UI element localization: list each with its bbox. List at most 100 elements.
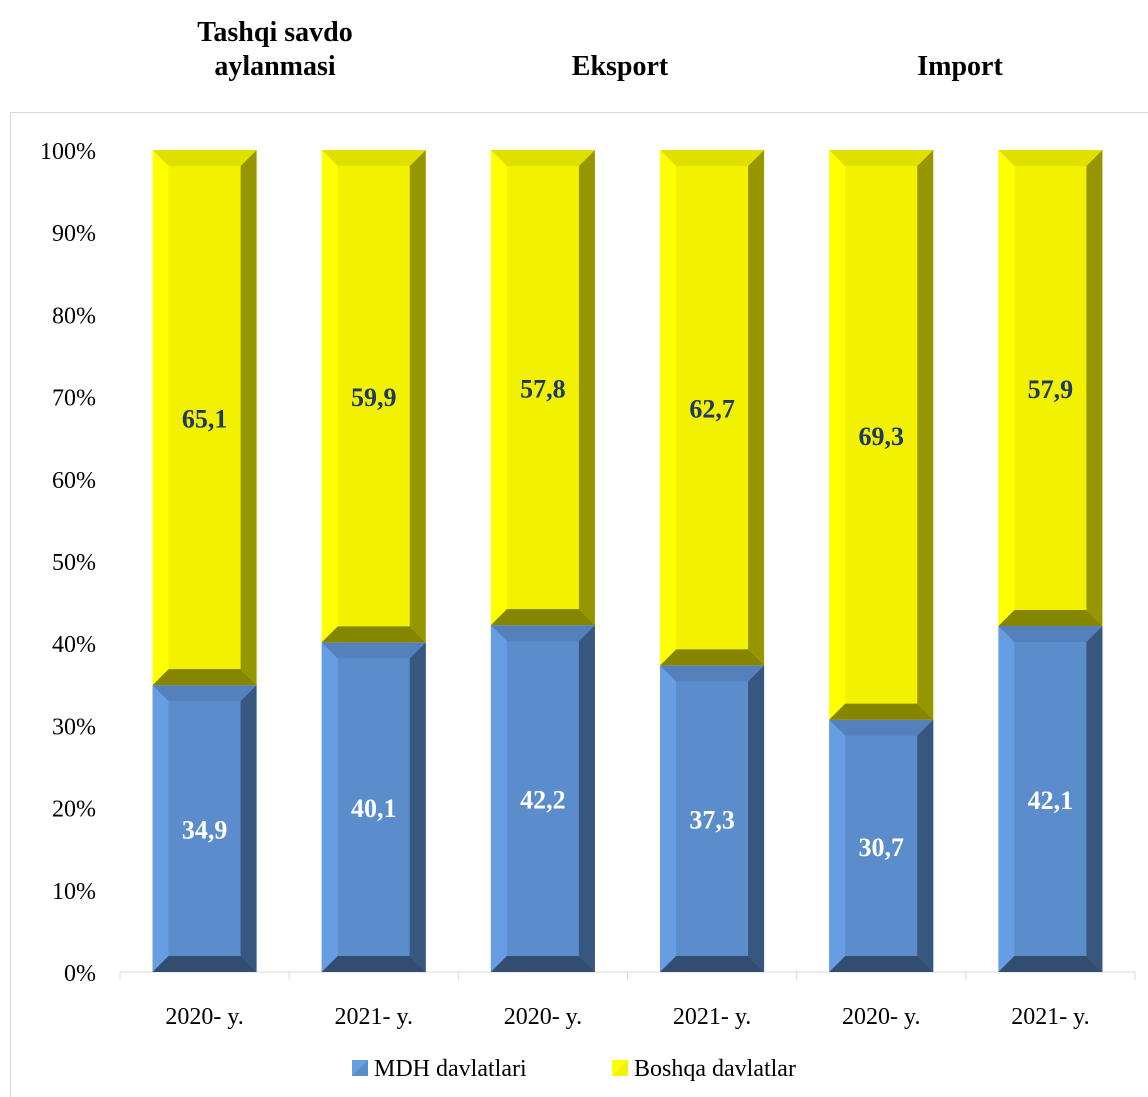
bar-segment-boshqa [660,150,765,666]
bar-face [829,150,934,720]
y-tick-label: 40% [52,632,96,658]
bar-bevel-bottom [321,956,426,972]
bar-face [321,642,426,972]
bar-bevel-left [660,665,677,972]
group-title-export: Eksport [571,51,669,82]
bars-layer [152,150,1103,972]
bar-bevel-left [490,150,507,626]
bar-bevel-bottom [829,956,934,972]
data-label: 57,8 [520,375,566,404]
data-label: 30,7 [859,833,905,862]
data-label: 57,9 [1028,375,1074,404]
y-tick-label: 30% [52,714,96,740]
bar-face [490,625,595,972]
bar-bevel-top [152,150,257,166]
legend-swatch-shade [612,1060,628,1076]
bar-segment-boshqa [321,150,426,643]
legend-label: Boshqa davlatlar [634,1056,796,1082]
bar-bevel-right [409,642,426,972]
bar-bevel-bottom [660,649,765,666]
bar-bevel-left [321,642,338,972]
data-label: 34,9 [182,816,228,845]
bar-face [321,150,426,643]
bar-bevel-top [490,625,595,642]
bar-bevel-bottom [490,609,595,626]
bar-bevel-top [829,150,934,166]
bar-bevel-left [829,719,846,972]
bar-bevel-left [829,150,846,720]
bar-bevel-right [748,665,765,972]
bar-bevel-right [409,150,426,643]
bar-segment-mdh [152,685,257,972]
bar-segment-mdh [660,665,765,972]
bar-bevel-left [152,685,169,972]
x-tick-label: 2020- y. [504,1004,582,1030]
bar-bevel-top [829,719,934,736]
bar-face [152,150,257,686]
y-tick-label: 20% [52,797,96,823]
y-tick-label: 100% [40,139,96,165]
bar-face [152,685,257,972]
legend-label: MDH davlatlari [374,1056,527,1082]
y-tick-label: 60% [52,468,96,494]
data-label: 62,7 [689,395,735,424]
bar-segment-boshqa [152,150,257,686]
data-label: 65,1 [182,405,228,434]
x-tick-label: 2020- y. [842,1004,920,1030]
bar-bevel-bottom [998,609,1103,626]
bar-bevel-right [1086,150,1103,626]
bar-segment-mdh [998,625,1103,972]
data-label: 37,3 [689,806,735,835]
bar-bevel-bottom [152,956,257,972]
bar-segment-boshqa [490,150,595,626]
y-tick-label: 70% [52,386,96,412]
bar-bevel-bottom [829,703,934,720]
bar-segment-mdh [829,719,934,972]
bar-bevel-bottom [321,626,426,643]
data-label: 40,1 [351,794,397,823]
bar-bevel-top [998,625,1103,642]
bar-bevel-top [998,150,1103,166]
bar-face [660,665,765,972]
bar-bevel-right [240,685,257,972]
bar-bevel-right [917,150,934,720]
x-tick-label: 2020- y. [165,1004,243,1030]
bar-segment-boshqa [998,150,1103,626]
data-label: 42,1 [1028,786,1074,815]
bar-segment-mdh [490,625,595,972]
bar-bevel-right [917,719,934,972]
bar-bevel-right [240,150,257,686]
bar-bevel-left [152,150,169,686]
x-tick-label: 2021- y. [673,1004,751,1030]
legend: MDH davlatlari Boshqa davlatlar [352,1056,796,1082]
bar-bevel-bottom [490,956,595,972]
bar-bevel-left [490,625,507,972]
x-tick-label: 2021- y. [1011,1004,1089,1030]
bar-bevel-bottom [998,956,1103,972]
bar-bevel-bottom [660,956,765,972]
bar-bevel-right [578,150,595,626]
data-label: 42,2 [520,786,566,815]
axis-layer: 0% 10% 20% 30% 40% 50% 60% 70% 80% 90% 100% 2020- y… [40,139,1136,1030]
bar-segment-mdh [321,642,426,972]
bar-face [490,150,595,626]
group-title-import: Import [917,51,1003,82]
bar-face [660,150,765,666]
bar-face [998,150,1103,626]
bar-bevel-left [998,625,1015,972]
group-title-trade: Tashqi savdo aylanmasi [197,17,353,82]
bar-bevel-top [490,150,595,166]
bar-bevel-left [660,150,677,666]
bar-segment-boshqa [829,150,934,720]
y-tick-label: 90% [52,221,96,247]
bar-bevel-right [748,150,765,666]
bar-face [998,625,1103,972]
legend-swatch-shade [352,1060,368,1076]
bar-bevel-top [321,150,426,166]
x-tick-label: 2021- y. [335,1004,413,1030]
y-tick-label: 0% [64,961,96,987]
data-labels-layer: 34,9 65,1 40,1 59,9 42,2 57,8 37,3 62,7 30,7 69,3… [182,375,1073,862]
y-tick-label: 10% [52,879,96,905]
chart-area [10,112,1148,1097]
